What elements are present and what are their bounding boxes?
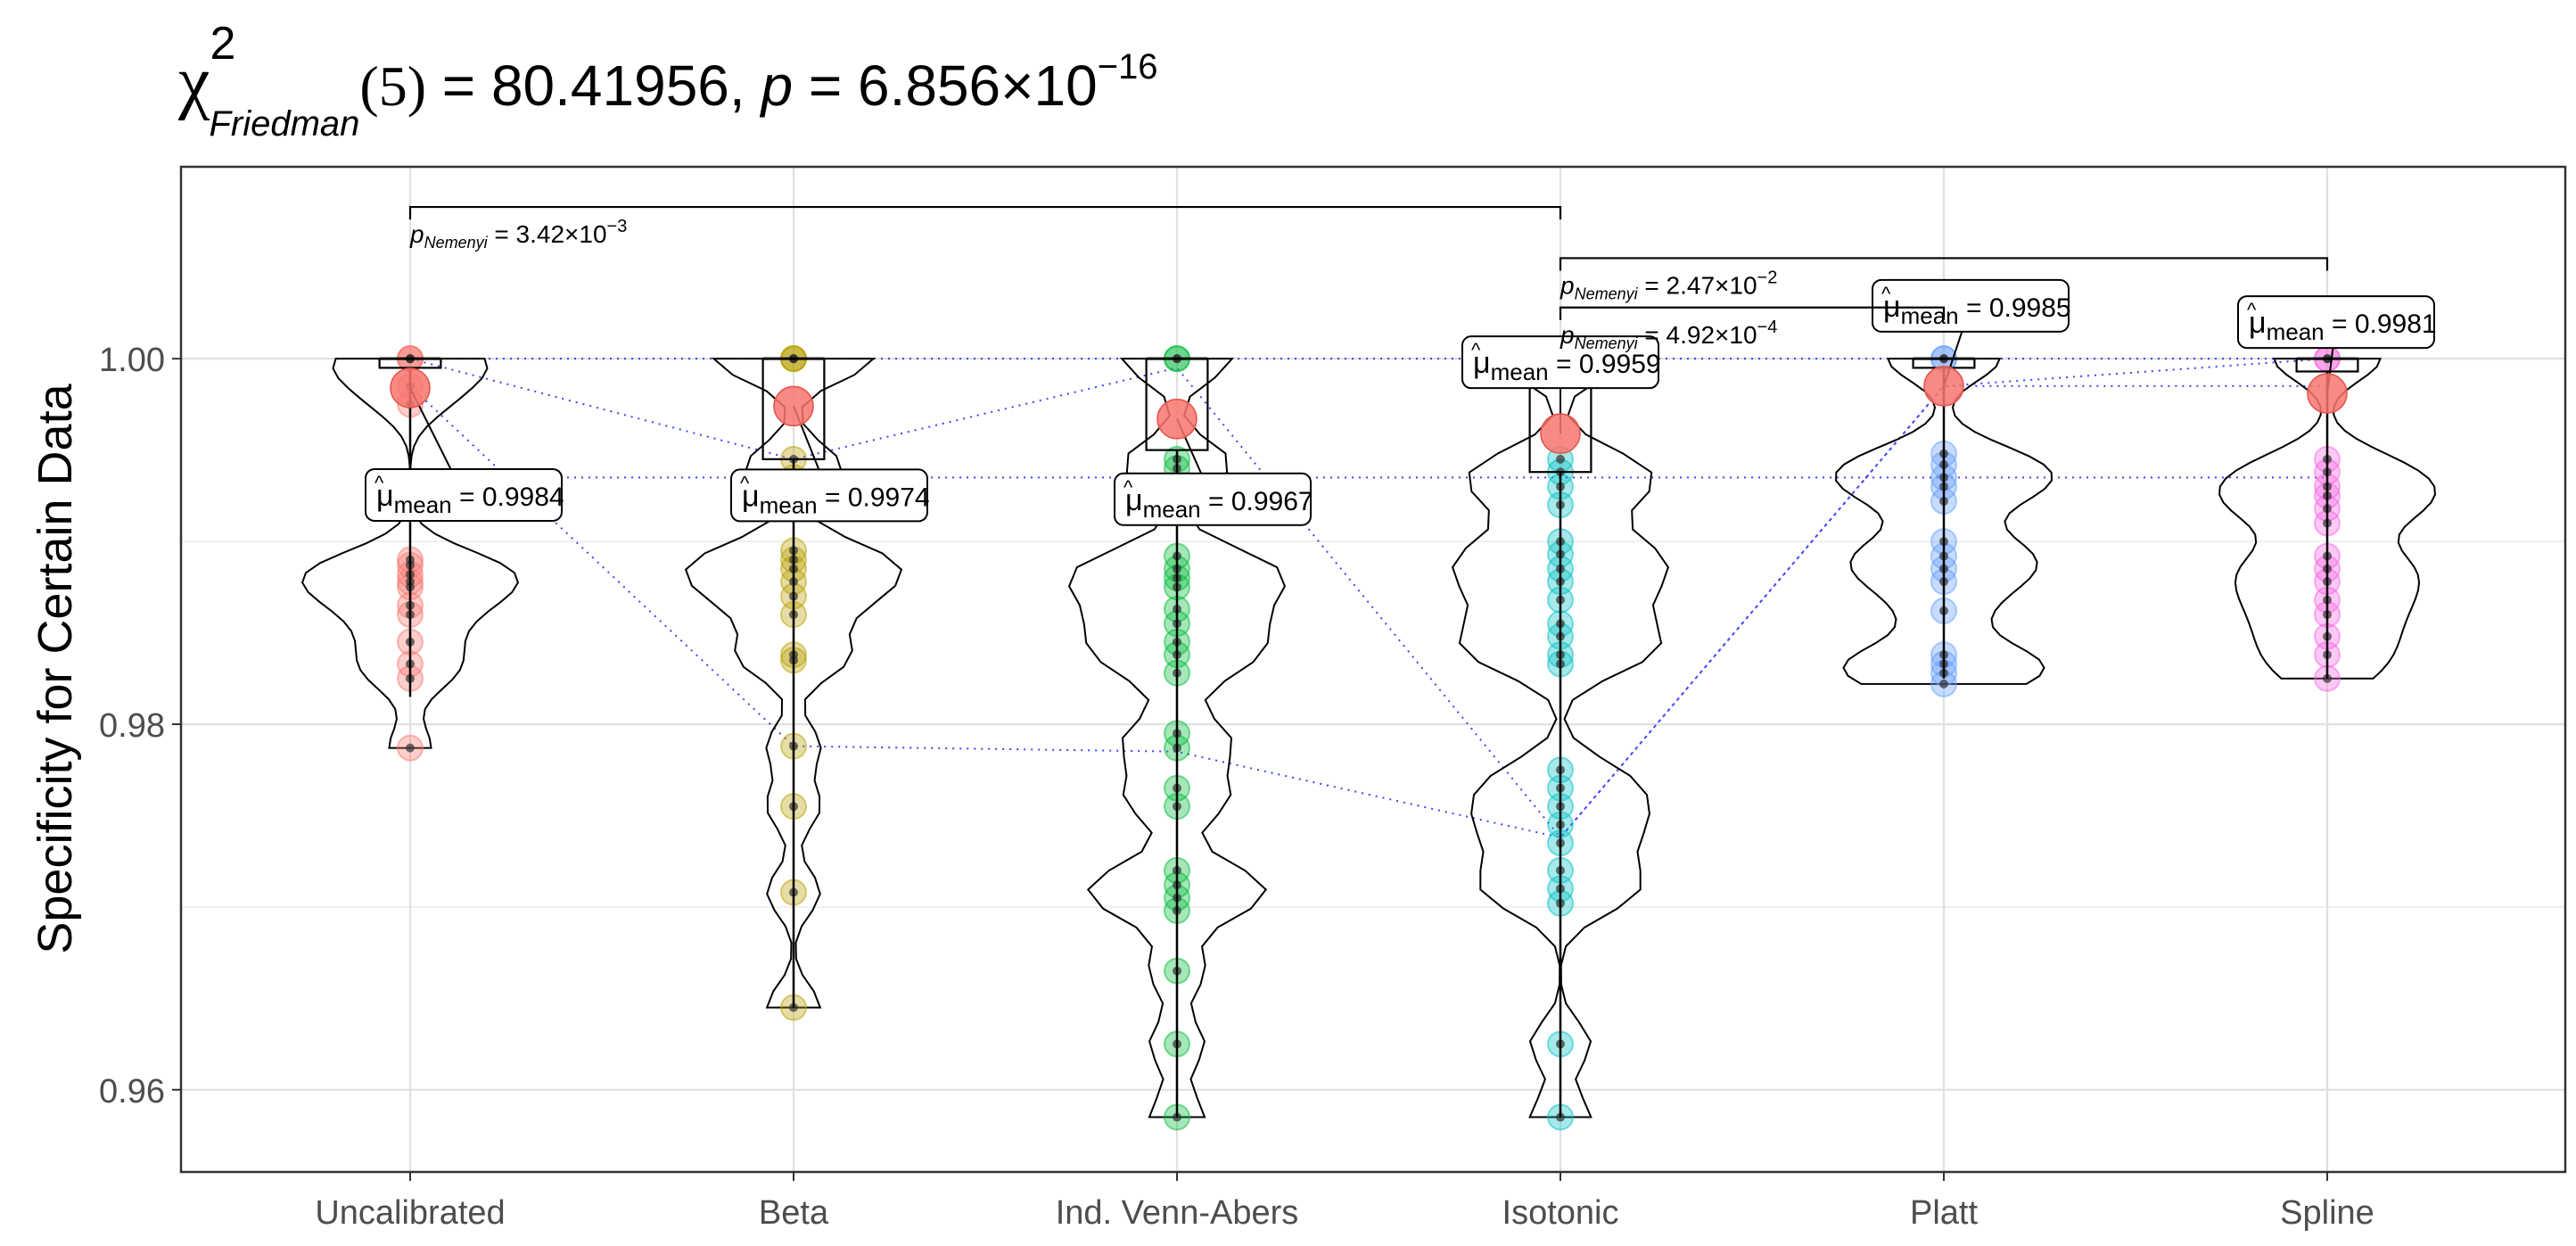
comparison-bracket — [408, 205, 1562, 220]
comparison-label: pNemenyi = 2.47×10−2 — [1560, 268, 1777, 302]
violin-outline — [1067, 358, 1287, 1118]
mean-label-box — [1461, 335, 1659, 390]
y-tick-label: 0.96 — [99, 1073, 165, 1110]
mean-label-value: = 0.9967 — [1201, 487, 1313, 516]
x-tick-label: Platt — [1910, 1194, 1978, 1232]
title-p-exponent: −16 — [1098, 47, 1158, 87]
comparison-p: p — [1560, 271, 1575, 299]
mean-point — [773, 385, 814, 427]
comparison-sub: Nemenyi — [1575, 285, 1639, 302]
comparison-p: p — [1560, 321, 1575, 349]
y-tick-label: 1.00 — [99, 342, 165, 379]
data-point-center — [406, 743, 415, 753]
mean-label-sub: mean — [1491, 359, 1549, 385]
mean-label-mu: μ — [1125, 483, 1143, 517]
comparison-value: = 4.92×10 — [1638, 321, 1757, 349]
x-axis: Uncalibrated Beta Ind. Venn-Abers Isotonic P… — [315, 1172, 2374, 1232]
comparison-value: = 3.42×10 — [488, 220, 607, 248]
panel-border — [179, 165, 2567, 1174]
data-point-center — [1939, 679, 1948, 689]
y-tick-label: 0.98 — [99, 707, 165, 745]
violin-outline — [2218, 358, 2436, 680]
comparison-exponent: −4 — [1757, 318, 1778, 337]
comparison-bracket — [1559, 306, 1946, 320]
mean-point — [1923, 366, 1964, 407]
mean-point — [390, 367, 431, 408]
x-tick-label: Isotonic — [1502, 1194, 1619, 1232]
mean-point — [1156, 399, 1197, 440]
mean-label-hat: ^ — [1123, 476, 1133, 499]
comparison-label: pNemenyi = 4.92×10−4 — [1560, 318, 1777, 352]
mean-label: μmean = 0.9959 — [1473, 346, 1661, 385]
title-df: (5) — [359, 54, 426, 118]
title-chi-symbol: χ — [177, 43, 210, 121]
mean-label-value: = 0.9985 — [1959, 293, 2071, 323]
mean-label-hat: ^ — [2247, 299, 2257, 321]
y-axis-label: Specificity for Certain Data — [29, 383, 82, 953]
title-p-label: p — [759, 54, 793, 118]
mean-label-hat: ^ — [1881, 283, 1891, 305]
comparison-exponent: −2 — [1757, 268, 1778, 287]
trend-line — [409, 384, 2327, 839]
title-superscript: 2 — [210, 18, 236, 70]
violin-outline — [1835, 358, 2053, 685]
mean-label-value: = 0.9984 — [452, 483, 564, 512]
mean-label-sub: mean — [1901, 302, 1959, 329]
comparison-value: = 2.47×10 — [1638, 271, 1757, 299]
comparison-bracket — [1559, 257, 2329, 271]
mean-label-box — [1872, 278, 2070, 333]
mean-label-sub: mean — [1143, 496, 1201, 523]
mean-point — [1540, 413, 1581, 454]
mean-point — [2307, 373, 2348, 414]
x-tick-label: Uncalibrated — [315, 1194, 505, 1232]
data-points — [397, 345, 2341, 1131]
y-axis: 0.96 0.98 1.00 — [99, 342, 181, 1110]
mean-label-value: = 0.9981 — [2325, 309, 2437, 339]
grid — [181, 167, 2565, 1172]
comparison-sub: Nemenyi — [424, 234, 489, 252]
x-tick-label: Ind. Venn-Abers — [1056, 1194, 1299, 1232]
mean-label: μmean = 0.9974 — [742, 479, 930, 518]
mean-label-sub: mean — [394, 491, 452, 518]
mean-label-value: = 0.9959 — [1549, 350, 1661, 379]
mean-label-box — [365, 467, 563, 522]
chart-title: χ2 Friedman(5) = 80.41956, p = 6.856×10−1… — [177, 18, 1158, 144]
mean-label-box — [1114, 472, 1312, 526]
mean-markers: μmean = 0.9984^ μmean = 0.9974^ μmean = 0.… — [365, 278, 2437, 526]
violin-outline — [684, 358, 903, 1009]
title-p-value: = 6.856×10 — [793, 54, 1098, 118]
mean-label-sub: mean — [2267, 318, 2325, 345]
box-plots — [378, 357, 2359, 1118]
x-tick-label: Beta — [759, 1194, 829, 1232]
mean-label: μmean = 0.9981 — [2249, 306, 2437, 345]
mean-label: μmean = 0.9984 — [376, 479, 564, 518]
comparison-sub: Nemenyi — [1575, 334, 1639, 352]
mean-label-hat: ^ — [1471, 339, 1481, 361]
title-subscript: Friedman — [209, 104, 359, 144]
comparison-exponent: −3 — [607, 217, 628, 236]
mean-label-sub: mean — [760, 491, 818, 518]
title-statistic: = 80.41956, — [426, 54, 761, 118]
mean-label-mu: μ — [2249, 306, 2267, 340]
mean-label-mu: μ — [376, 479, 394, 513]
mean-label-mu: μ — [1473, 346, 1491, 380]
mean-label-box — [730, 468, 928, 523]
mean-label-hat: ^ — [374, 472, 384, 494]
violin-outline — [300, 358, 520, 749]
x-tick-label: Spline — [2280, 1194, 2374, 1232]
data-point-center — [1556, 454, 1565, 464]
trend-line — [409, 358, 2328, 839]
mean-label-box — [2237, 295, 2435, 350]
comparison-p: p — [409, 220, 424, 248]
mean-label-value: = 0.9974 — [818, 483, 930, 512]
mean-label-hat: ^ — [740, 472, 750, 494]
violins — [300, 358, 2436, 1118]
mean-label-mu: μ — [742, 479, 760, 513]
trend-lines — [409, 358, 2328, 839]
mean-label: μmean = 0.9967 — [1125, 483, 1313, 523]
comparison-label: pNemenyi = 3.42×10−3 — [409, 217, 627, 252]
